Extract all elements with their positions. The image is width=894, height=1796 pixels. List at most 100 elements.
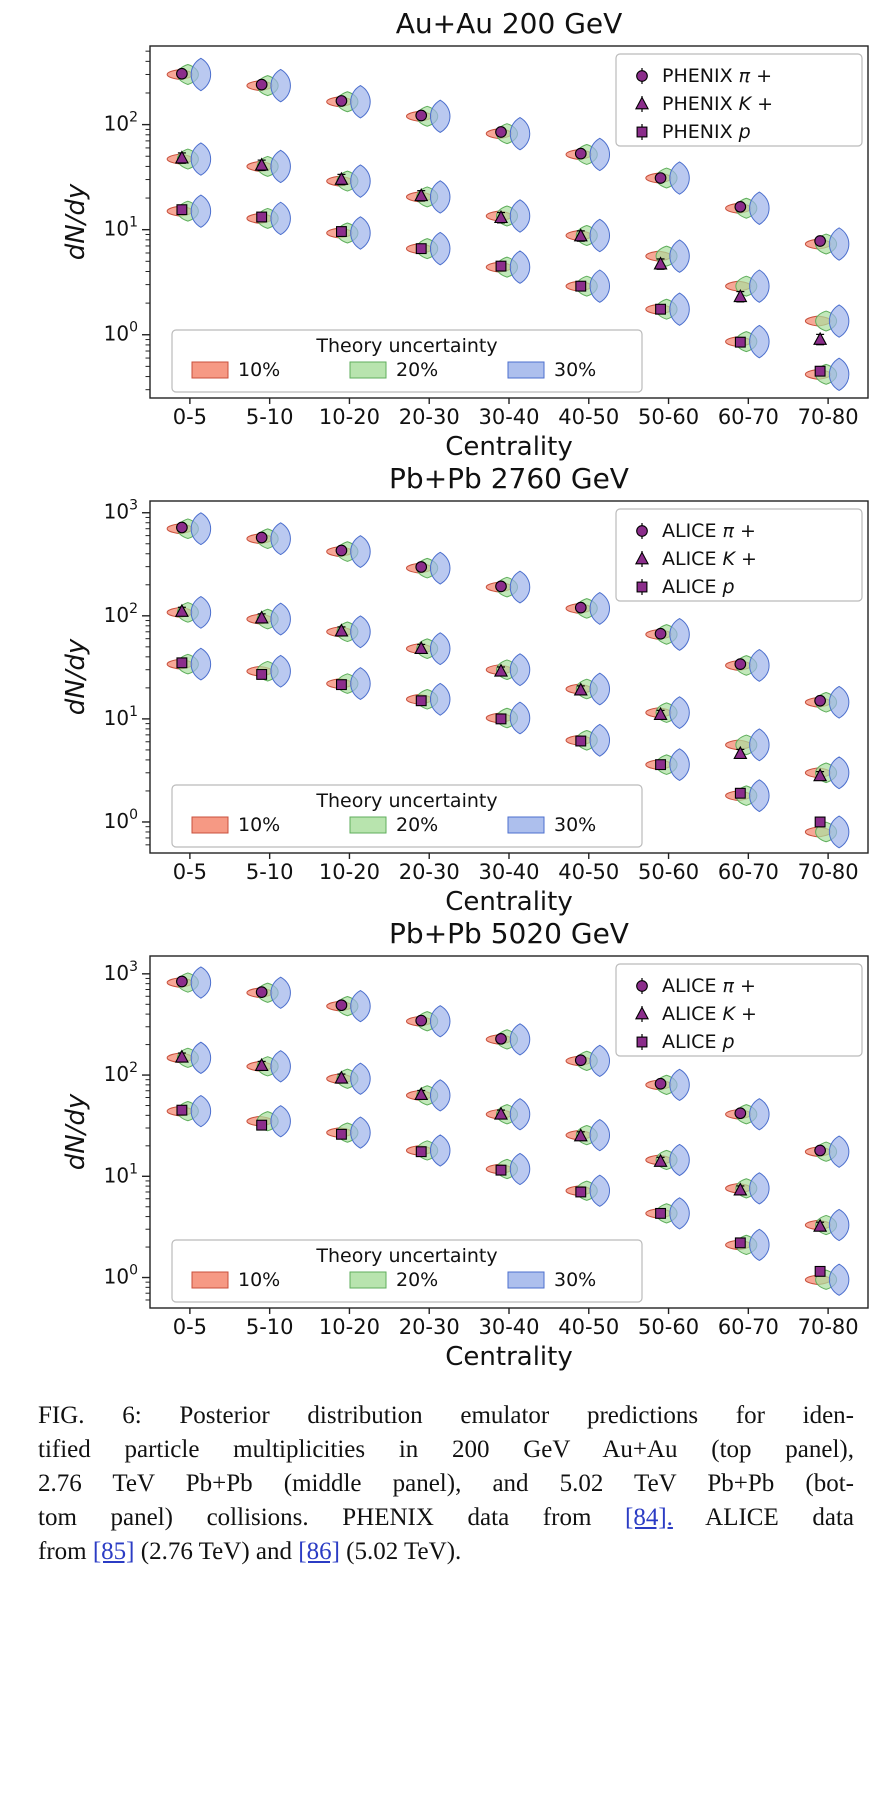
violin-30% [350, 216, 371, 250]
square-marker [256, 668, 268, 680]
theory-uncertainty-legend: Theory uncertainty 10% 20% 30% [171, 329, 643, 393]
square-marker [814, 816, 826, 828]
square-marker [655, 303, 667, 315]
x-tick-label: 10-20 [319, 405, 380, 429]
violin-30% [270, 654, 291, 688]
violin-30% [828, 685, 850, 719]
violin-30% [749, 269, 770, 303]
violin-30% [350, 535, 371, 569]
violin-30% [589, 269, 611, 303]
uncertainty-label: 10% [238, 359, 280, 381]
triangle-marker [254, 610, 269, 624]
caption-line: from [85] (2.76 TeV) and [86] (5.02 TeV)… [38, 1535, 854, 1569]
violin-30% [828, 1208, 850, 1242]
violin-30% [589, 1044, 611, 1078]
circle-marker [255, 531, 268, 544]
triangle-marker [334, 171, 349, 185]
citation-link[interactable]: [84]. [625, 1504, 673, 1531]
violin-30% [828, 815, 850, 849]
x-tick-label: 0-5 [173, 860, 207, 884]
y-tick-label: 102 [104, 110, 138, 136]
theory-legend-title: Theory uncertainty [315, 1245, 497, 1267]
violin-30% [589, 1174, 611, 1207]
violin-30% [350, 667, 371, 701]
triangle-marker [634, 1006, 650, 1020]
triangle-marker [733, 1182, 748, 1196]
square-marker [636, 1036, 648, 1048]
violin-30% [429, 99, 451, 134]
triangle-marker [414, 1086, 429, 1101]
triangle-marker [414, 188, 429, 202]
y-axis: 100 101 102 [104, 50, 150, 391]
violin-30% [669, 292, 690, 326]
y-tick-label: 101 [104, 215, 138, 241]
caption-line: 2.76 TeV Pb+Pb (middle panel), and 5.02 … [38, 1467, 854, 1501]
square-marker [814, 1265, 826, 1277]
violin-30% [190, 194, 212, 228]
series-p [166, 647, 850, 849]
circle-marker [636, 70, 648, 82]
violin-30% [669, 239, 690, 273]
triangle-marker [653, 1153, 668, 1167]
series-p [166, 1095, 850, 1296]
x-tick-label: 60-70 [718, 860, 779, 884]
x-tick-label: 30-40 [478, 860, 539, 884]
y-tick-label: 101 [104, 1161, 138, 1187]
uncertainty-swatch-10% [191, 1271, 229, 1289]
circle-marker [176, 975, 188, 988]
triangle-marker [493, 1106, 509, 1120]
square-marker [415, 1146, 427, 1158]
violin-30% [270, 522, 291, 556]
x-tick-label: 70-80 [798, 860, 859, 884]
square-marker [176, 657, 188, 669]
circle-marker [335, 999, 348, 1012]
citation-link[interactable]: [86] [298, 1538, 340, 1565]
violin-30% [350, 85, 371, 119]
triangle-marker [634, 96, 650, 110]
uncertainty-swatch-10% [191, 816, 229, 834]
circle-marker [654, 627, 667, 640]
triangle-marker [573, 228, 588, 242]
caption-text: tified particle multiplicities in 200 Ge… [38, 1436, 854, 1463]
triangle-marker [174, 150, 189, 164]
series-K+ [166, 142, 850, 346]
triangle-marker [493, 663, 509, 677]
violin-30% [190, 966, 212, 999]
series-legend: PHENIX π + PHENIX K + PHENIX p [615, 53, 863, 147]
violin-30% [749, 191, 770, 225]
circle-marker [176, 67, 188, 80]
x-tick-label: 10-20 [319, 860, 380, 884]
triangle-marker [334, 1070, 349, 1084]
uncertainty-swatch-20% [349, 361, 387, 379]
violin-30% [828, 227, 850, 261]
violin-30% [190, 1095, 212, 1128]
y-tick-label: 100 [104, 320, 138, 346]
violin-30% [589, 137, 611, 172]
chart-title: Au+Au 200 GeV [396, 8, 623, 40]
x-tick-label: 70-80 [798, 1315, 859, 1339]
violin-30% [509, 570, 531, 604]
square-marker [415, 695, 427, 707]
theory-legend-title: Theory uncertainty [315, 335, 497, 357]
citation-link[interactable]: [85] [92, 1538, 135, 1565]
triangle-marker [254, 1057, 269, 1071]
square-marker [335, 1128, 347, 1140]
square-marker [335, 679, 347, 691]
violin-30% [828, 304, 850, 338]
caption-text: 2.76 TeV Pb+Pb (middle panel), and 5.02 … [38, 1470, 854, 1497]
chart-title: Pb+Pb 2760 GeV [389, 463, 629, 495]
violin-30% [669, 748, 690, 782]
circle-marker [636, 525, 648, 537]
triangle-marker [813, 331, 828, 345]
triangle-marker [653, 706, 668, 720]
x-tick-label: 0-5 [173, 1315, 207, 1339]
circle-marker [495, 580, 507, 593]
circle-marker [495, 126, 507, 138]
triangle-marker [254, 157, 269, 171]
figure-caption: FIG. 6: Posterior distribution emulator … [38, 1399, 854, 1569]
triangle-marker [733, 288, 748, 303]
violin-30% [749, 649, 770, 682]
violin-30% [669, 1143, 690, 1177]
x-tick-label: 40-50 [558, 405, 619, 429]
y-tick-label: 100 [104, 807, 138, 833]
